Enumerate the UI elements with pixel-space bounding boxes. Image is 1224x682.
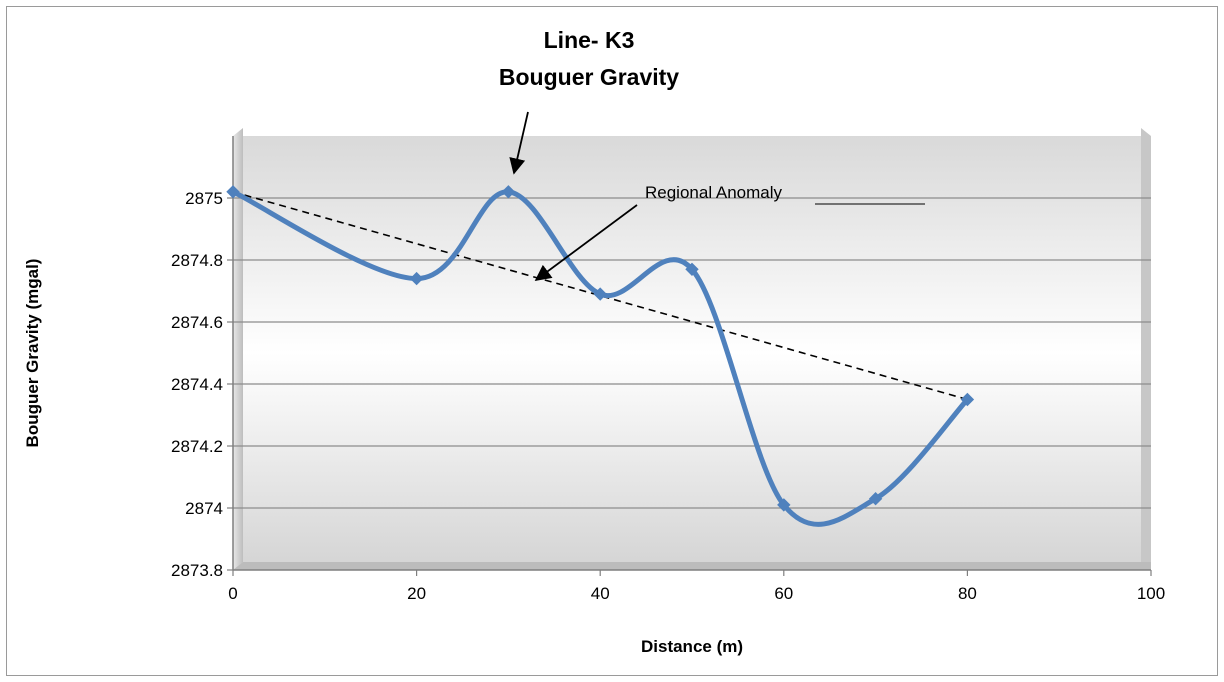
chart-title-line2: Bouguer Gravity [499,64,679,90]
x-tick-label: 0 [228,584,237,603]
x-axis-title: Distance (m) [641,637,743,656]
regional-anomaly-arrow [534,204,638,281]
data-point-marker [777,498,791,512]
y-axis-title: Bouguer Gravity (mgal) [23,259,42,448]
y-tick-label: 2874.2 [171,437,223,456]
chart-title-line1: Line- K3 [544,27,635,53]
x-tick-label: 60 [774,584,793,603]
tick-labels: 2873.8 2874 2874.2 2874.4 2874.6 2874.8 2875 0 2… [171,189,1165,603]
data-point-marker [409,271,424,286]
plot-side-wall [233,128,243,570]
y-tick-label: 2873.8 [171,561,223,580]
data-point-marker [501,185,516,199]
data-point-marker [685,262,699,277]
data-point-marker [960,392,975,407]
plot-right-edge [1141,128,1151,570]
x-tick-label: 80 [958,584,977,603]
x-tick-label: 40 [591,584,610,603]
x-tick-label: 20 [407,584,426,603]
axes [227,136,1152,576]
data-point-marker [593,287,607,301]
plot-floor [233,562,1151,570]
y-tick-label: 2874.6 [171,313,223,332]
y-tick-label: 2874.4 [171,375,223,394]
y-tick-label: 2874.8 [171,251,223,270]
data-point-marker [226,185,240,199]
series-markers [226,185,975,512]
x-tick-label: 100 [1137,584,1165,603]
gridlines [233,197,1151,509]
y-tick-label: 2875 [185,189,223,208]
regional-anomaly-label: Regional Anomaly [645,183,783,202]
regional-trend-line [232,191,968,401]
data-point-marker [868,491,883,506]
title-arrow [509,111,529,175]
y-tick-label: 2874 [185,499,223,518]
